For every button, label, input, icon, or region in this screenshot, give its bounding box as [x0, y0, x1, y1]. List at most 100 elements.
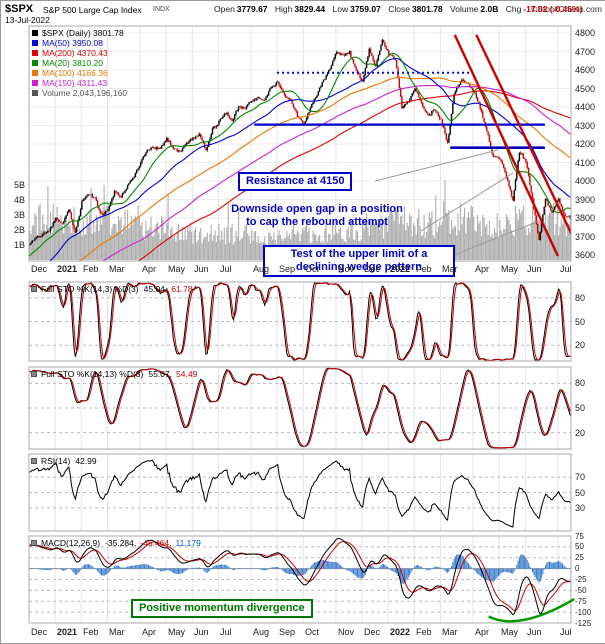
annotation-wedge: Test of the upper limit of a declining w… — [263, 245, 455, 277]
legend-ma100: MA(100) 4166.36 — [32, 68, 127, 78]
ma50-color-icon — [32, 40, 38, 46]
annotation-divergence: Positive momentum divergence — [131, 599, 313, 618]
month-label: Jul — [220, 627, 232, 637]
legend: $SPX (Daily) 3801.78 MA(50) 3950.08 MA(2… — [32, 28, 127, 98]
indicator-tick: 50 — [575, 488, 586, 498]
divergence-curve — [488, 598, 575, 623]
month-label: Nov — [338, 627, 355, 637]
price-tick: 4600 — [575, 65, 596, 75]
macd-tick: -75 — [575, 597, 587, 606]
macd-histogram — [29, 554, 570, 584]
month-label: Apr — [475, 264, 490, 274]
month-label: 2022 — [390, 264, 411, 274]
month-label: Sep — [279, 627, 296, 637]
price-tick: 3600 — [575, 250, 596, 260]
month-label: Mar — [109, 264, 125, 274]
month-label: May — [168, 627, 186, 637]
quote-high: High 3829.44 — [274, 4, 326, 14]
macd-tick: 50 — [575, 542, 584, 551]
month-label: Dec — [364, 627, 381, 637]
month-label: Jul — [560, 264, 572, 274]
volume-tick: 4B — [13, 195, 25, 205]
month-label: Mar — [442, 264, 458, 274]
month-label: Nov — [338, 264, 355, 274]
indicator-tick: 80 — [575, 293, 586, 303]
indicator-tick: 80 — [575, 378, 586, 388]
rsi-label: RSI(14) 42.99 — [31, 456, 97, 466]
month-label: May — [501, 264, 519, 274]
candlestick-series-icon — [32, 30, 38, 36]
month-label: Oct — [305, 264, 320, 274]
macd-tick: -50 — [575, 586, 587, 595]
annotation-callout-line — [374, 149, 499, 182]
chart-date: 13-Jul-2022 — [5, 15, 50, 25]
annotation-callout-line — [448, 220, 540, 258]
month-label: May — [501, 627, 519, 637]
indicator-icon — [31, 540, 37, 546]
legend-spx: $SPX (Daily) 3801.78 — [32, 28, 127, 38]
annotation-wedge-line1: Test of the upper limit of a — [290, 248, 428, 260]
month-label: Mar — [109, 627, 125, 637]
month-label: Jul — [220, 264, 232, 274]
month-label: Jun — [527, 627, 542, 637]
price-tick: 4400 — [575, 102, 596, 112]
indicator-icon — [31, 371, 37, 377]
month-label: Jun — [527, 264, 542, 274]
month-label: Sep — [279, 264, 296, 274]
month-label: Jun — [194, 264, 209, 274]
ma20-color-icon — [32, 60, 38, 66]
quote-open: Open 3779.67 — [214, 4, 268, 14]
sto-slow-label: Full STO %K(14,13) %D(3) 55.07, 54.49 — [31, 369, 197, 379]
annotation-resistance: Resistance at 4150 — [238, 172, 353, 191]
price-tick: 3900 — [575, 195, 596, 205]
quote-volume: Volume 2.0B — [450, 4, 499, 14]
month-label: Dec — [31, 264, 48, 274]
price-tick: 4200 — [575, 139, 596, 149]
annotation-gap-line2: to cap the rebound attempt — [246, 216, 388, 228]
month-label: Apr — [142, 264, 157, 274]
quote-strip: Open 3779.67 High 3829.44 Low 3759.07 Close… — [214, 4, 587, 14]
volume-series-icon — [32, 90, 38, 96]
volume-tick: 1B — [13, 240, 25, 250]
price-tick: 4100 — [575, 158, 596, 168]
macd-tick: -125 — [575, 619, 592, 628]
symbol-label: $SPX — [5, 3, 34, 15]
month-label: Aug — [253, 264, 270, 274]
trendline-wedge-lower — [475, 34, 571, 236]
copyright: ©StockCharts.com — [531, 4, 602, 14]
symbol-title: S&P 500 Large Cap Index — [43, 5, 142, 15]
macd-tick: 75 — [575, 532, 584, 541]
quote-chg: Chg -17.02 (-0.45%) — [505, 4, 583, 14]
annotation-gap: Downside open gap in a position to cap t… — [198, 203, 436, 229]
month-label: Mar — [442, 627, 458, 637]
indicator-tick: 50 — [575, 403, 586, 413]
price-tick: 4300 — [575, 121, 596, 131]
volume-tick: 2B — [13, 225, 25, 235]
ma150-color-icon — [32, 80, 38, 86]
month-label: Feb — [83, 264, 99, 274]
indicator-tick: 20 — [575, 340, 586, 350]
month-label: Feb — [416, 627, 432, 637]
annotation-gap-line1: Downside open gap in a position — [231, 203, 403, 215]
indicator-tick: 20 — [575, 428, 586, 438]
month-label: Jun — [194, 627, 209, 637]
annotation-callout-line — [420, 172, 514, 232]
indicator-tick: 30 — [575, 503, 586, 513]
indicator-icon — [31, 286, 37, 292]
exchange-label: INDX — [153, 6, 170, 13]
legend-ma20: MA(20) 3810.20 — [32, 58, 127, 68]
ma200-color-icon — [32, 50, 38, 56]
macd-tick: -100 — [575, 608, 592, 617]
price-tick: 4800 — [575, 28, 596, 38]
legend-volume: Volume 2,043,196,160 — [32, 88, 127, 98]
quote-low: Low 3759.07 — [332, 4, 381, 14]
price-tick: 4500 — [575, 84, 596, 94]
month-label: Oct — [305, 627, 320, 637]
legend-ma150: MA(150) 4311.43 — [32, 78, 127, 88]
price-tick: 3700 — [575, 232, 596, 242]
month-label: Apr — [475, 627, 490, 637]
month-label: Aug — [253, 627, 270, 637]
month-label: 2022 — [390, 627, 411, 637]
month-label: May — [168, 264, 186, 274]
